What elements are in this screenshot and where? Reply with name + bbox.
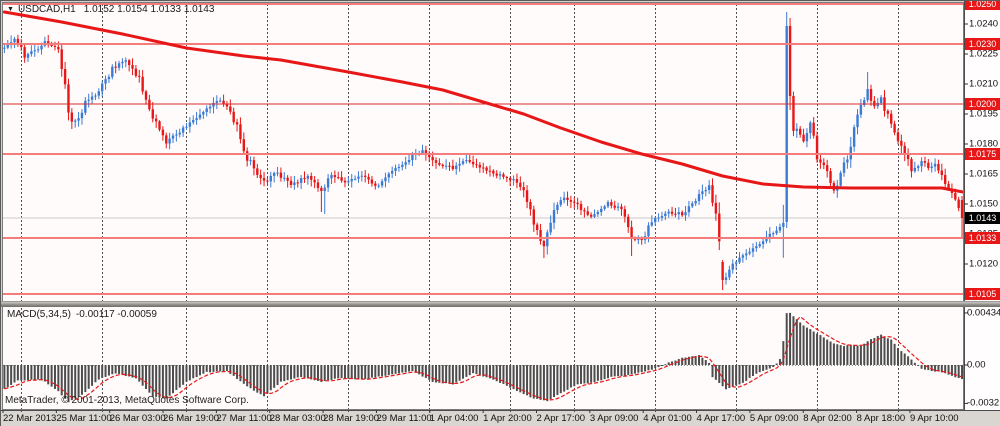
price-tick-label: 1.0165 — [969, 168, 999, 180]
copyright-text: MetaTrader, © 2001-2013, MetaQuotes Soft… — [5, 395, 249, 406]
macd-pane-bg — [3, 307, 963, 409]
price-axis-strip — [964, 1, 1000, 410]
time-axis-label: 22 Mar 2013 — [3, 413, 57, 424]
time-axis-label: 2 Apr 17:00 — [536, 413, 586, 424]
time-axis-label: 29 Mar 11:00 — [376, 413, 432, 424]
price-tick-label: 1.0210 — [969, 78, 999, 90]
time-axis-label: 26 Mar 03:00 — [109, 413, 166, 424]
price-level-label: 1.0175 — [965, 148, 1000, 160]
price-tick-label: 1.0150 — [969, 198, 999, 210]
time-axis-label: 8 Apr 18:00 — [856, 413, 906, 424]
chart-title: ▼ USDCAD,H1 1.0152 1.0154 1.0133 1.0143 — [7, 4, 214, 15]
time-axis-label: 4 Apr 01:00 — [643, 413, 692, 424]
last-price-label: 1.0143 — [965, 212, 1000, 224]
macd-values: -0.00117 -0.00059 — [75, 309, 157, 320]
symbol-period-label: USDCAD,H1 — [17, 4, 76, 15]
price-tick-label: 1.0225 — [969, 48, 999, 60]
price-level-label: 1.0200 — [965, 98, 1000, 110]
time-axis-label: 25 Mar 11:00 — [56, 413, 112, 424]
macd-signal-line — [4, 316, 963, 401]
pane-separator[interactable] — [1, 301, 1000, 307]
macd-histogram — [3, 312, 963, 403]
moving-average-line — [3, 10, 963, 194]
time-axis-label: 9 Apr 10:00 — [909, 413, 959, 424]
price-tick-label: 1.0240 — [969, 18, 999, 30]
price-tick-label: 1.0180 — [969, 138, 999, 150]
time-axis-label: 27 Mar 11:00 — [216, 413, 272, 424]
time-axis-label: 28 Mar 19:00 — [323, 413, 380, 424]
time-axis-label: 5 Apr 09:00 — [749, 413, 799, 424]
ohlc-values: 1.0152 1.0154 1.0133 1.0143 — [83, 4, 215, 15]
time-axis-label: 26 Mar 19:00 — [163, 413, 220, 424]
time-axis-label: 8 Apr 02:00 — [803, 413, 852, 424]
symbol-dropdown-icon[interactable]: ▼ — [7, 6, 14, 13]
price-tick-label: 1.0120 — [969, 258, 999, 270]
time-axis-label: 1 Apr 20:00 — [483, 413, 532, 424]
price-tick-label: 1.0195 — [969, 108, 999, 120]
day-separators — [21, 4, 899, 414]
price-level-label: 1.0230 — [965, 38, 1000, 50]
macd-indicator-label: MACD(5,34,5) -0.00117 -0.00059 — [7, 309, 157, 320]
time-axis-label: 28 Mar 03:00 — [269, 413, 326, 424]
main-pane-bg — [3, 3, 963, 301]
macd-name: MACD(5,34,5) — [7, 309, 71, 320]
bid-price-label: 1.0133 — [965, 232, 1000, 244]
time-axis-label: 4 Apr 17:00 — [696, 413, 746, 424]
time-axis-label: 3 Apr 09:00 — [589, 413, 639, 424]
macd-axis-label: 0.00 — [967, 359, 986, 371]
time-axis-strip — [1, 410, 1000, 426]
time-axis-label: 1 Apr 04:00 — [429, 413, 479, 424]
macd-axis-label: -0.0032 — [967, 397, 1000, 409]
price-level-label: 1.0105 — [965, 288, 1000, 300]
macd-axis-label: 0.00434 — [967, 307, 1000, 319]
price-level-label: 1.0250 — [965, 1, 1000, 10]
